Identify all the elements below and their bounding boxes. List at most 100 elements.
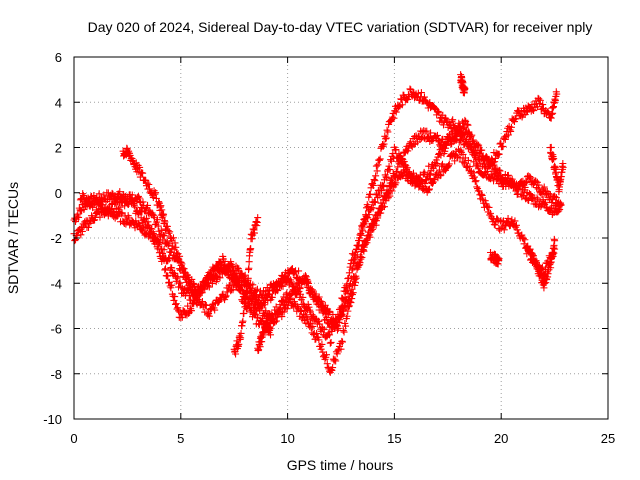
data-point	[173, 305, 181, 313]
data-point	[258, 302, 266, 310]
data-point	[434, 137, 442, 145]
data-point	[464, 121, 472, 129]
data-point	[400, 167, 408, 175]
data-point	[375, 156, 383, 164]
data-point	[464, 129, 472, 137]
data-point	[490, 177, 498, 185]
data-point	[388, 178, 396, 186]
data-point	[221, 268, 229, 276]
data-point	[357, 231, 365, 239]
data-point	[291, 268, 299, 276]
data-point	[372, 162, 380, 170]
data-point	[311, 292, 319, 300]
data-point	[301, 311, 309, 319]
data-point	[301, 275, 309, 283]
data-point	[313, 330, 321, 338]
y-axis-label: SDTVAR / TECUs	[5, 182, 21, 294]
data-point	[487, 209, 495, 217]
x-tick-label: 25	[601, 431, 615, 446]
data-point	[269, 286, 277, 294]
data-point	[292, 285, 300, 293]
data-point	[234, 264, 242, 272]
data-point	[481, 163, 489, 171]
data-point	[495, 150, 503, 158]
data-point	[420, 168, 428, 176]
data-point	[174, 273, 182, 281]
data-point	[136, 173, 144, 181]
data-point	[475, 141, 483, 149]
data-point	[338, 310, 346, 318]
data-point	[358, 253, 366, 261]
data-point	[468, 131, 476, 139]
data-point	[483, 154, 491, 162]
data-point	[380, 183, 388, 191]
data-point	[472, 177, 480, 185]
data-point	[98, 201, 106, 209]
data-point	[276, 283, 284, 291]
data-point	[333, 322, 341, 330]
data-point	[373, 167, 381, 175]
data-point	[355, 242, 363, 250]
data-point	[360, 220, 368, 228]
data-point	[482, 152, 490, 160]
data-point	[456, 136, 464, 144]
data-point	[404, 95, 412, 103]
data-point	[205, 283, 213, 291]
data-point	[478, 146, 486, 154]
data-point	[532, 177, 540, 185]
data-point	[95, 190, 103, 198]
data-point	[375, 191, 383, 199]
data-point	[473, 183, 481, 191]
data-point	[78, 227, 86, 235]
data-point	[295, 267, 303, 275]
data-point	[153, 243, 161, 251]
data-point	[359, 219, 367, 227]
data-point	[349, 280, 357, 288]
data-point	[361, 215, 369, 223]
data-point	[80, 206, 88, 214]
data-point	[237, 286, 245, 294]
data-point	[172, 300, 180, 308]
data-point	[490, 161, 498, 169]
data-point	[376, 186, 384, 194]
data-point	[337, 345, 345, 353]
data-point	[385, 188, 393, 196]
data-point	[142, 214, 150, 222]
data-point	[325, 307, 333, 315]
data-point	[388, 113, 396, 121]
data-point	[164, 272, 172, 280]
data-point	[90, 200, 98, 208]
data-point	[222, 292, 230, 300]
data-point	[160, 210, 168, 218]
data-point	[267, 331, 275, 339]
data-point	[134, 193, 142, 201]
data-point	[559, 163, 567, 171]
data-point	[474, 164, 482, 172]
data-point	[367, 227, 375, 235]
data-point	[327, 317, 335, 325]
data-point	[462, 117, 470, 125]
data-point	[164, 241, 172, 249]
data-point	[401, 166, 409, 174]
data-point	[129, 218, 137, 226]
data-point	[392, 108, 400, 116]
data-point	[340, 328, 348, 336]
data-point	[155, 249, 163, 257]
data-point	[124, 200, 132, 208]
data-point	[342, 322, 350, 330]
data-point	[433, 160, 441, 168]
data-point	[257, 304, 265, 312]
data-point	[207, 305, 215, 313]
data-point	[254, 214, 262, 222]
data-point	[272, 303, 280, 311]
data-point	[90, 216, 98, 224]
x-tick-label: 10	[280, 431, 294, 446]
data-point	[497, 224, 505, 232]
data-point	[244, 274, 252, 282]
data-point	[205, 312, 213, 320]
data-point	[240, 309, 248, 317]
series-track-6	[254, 317, 275, 355]
data-point	[316, 297, 324, 305]
data-point	[315, 336, 323, 344]
data-point	[202, 301, 210, 309]
